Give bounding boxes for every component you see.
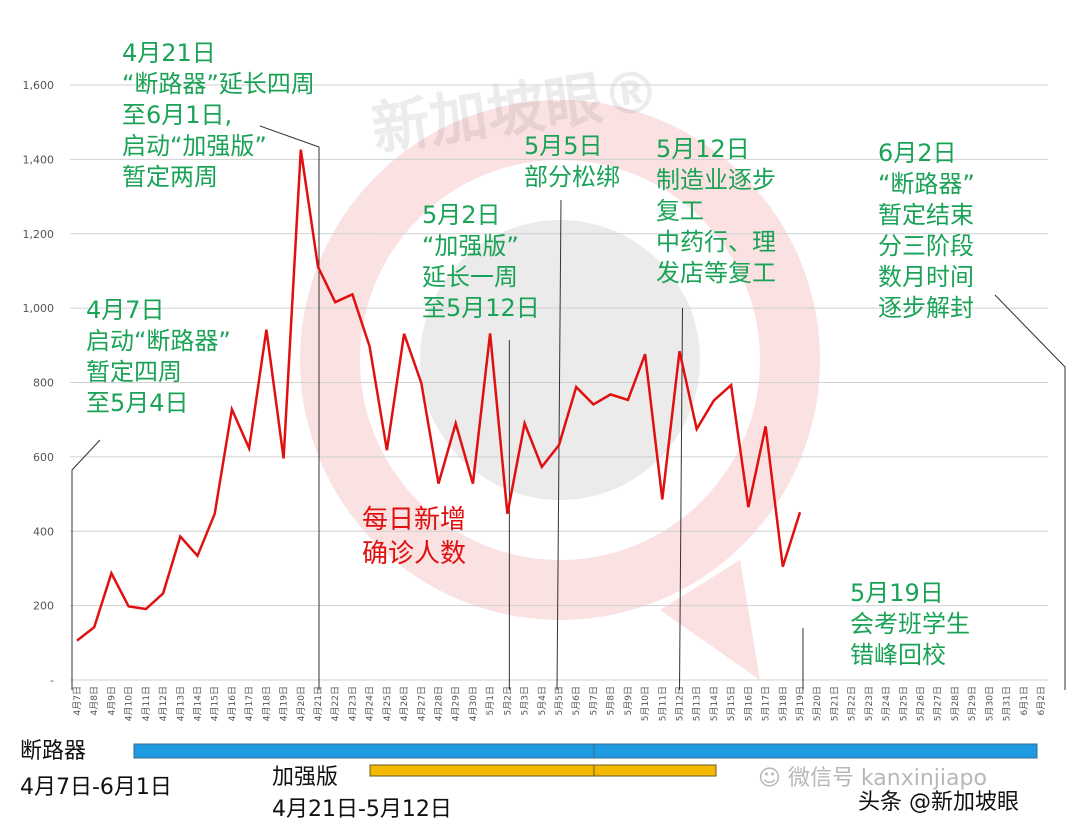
x-tick-label: 5月25日 (898, 686, 909, 721)
x-tick-label: 4月24日 (365, 686, 376, 721)
x-tick-label: 4月9日 (106, 686, 117, 715)
x-tick-label: 5月14日 (709, 686, 720, 721)
x-tick-label: 4月11日 (141, 686, 152, 721)
annotation-may2: 5月2日 “加强版” 延长一周 至5月12日 (422, 201, 540, 322)
x-tick-label: 4月14日 (193, 686, 204, 721)
x-tick-label: 4月30日 (468, 686, 479, 721)
series-label: 每日新增 确诊人数 (362, 505, 467, 569)
x-tick-label: 5月15日 (726, 686, 737, 721)
x-tick-label: 5月22日 (847, 686, 858, 721)
annotation-jun2: 6月2日 “断路器” 暂定结束 分三阶段 数月时间 逐步解封 (878, 139, 975, 322)
x-tick-label: 5月21日 (829, 686, 840, 721)
x-tick-label: 4月27日 (416, 686, 427, 721)
x-tick-label: 5月17日 (761, 686, 772, 721)
x-tick-label: 5月13日 (692, 686, 703, 721)
x-tick-label: 4月25日 (382, 686, 393, 721)
legend-circuit-breaker-name: 断路器 (20, 739, 87, 764)
x-tick-label: 5月29日 (967, 686, 978, 721)
x-tick-label: 4月29日 (451, 686, 462, 721)
x-tick-label: 4月19日 (279, 686, 290, 721)
x-tick-label: 6月2日 (1036, 686, 1047, 715)
y-tick-label: 1,000 (23, 302, 55, 315)
x-tick-label: 5月6日 (571, 686, 582, 715)
circuit-breaker-bar (133, 743, 1038, 759)
x-tick-label: 5月5日 (554, 686, 565, 715)
x-tick-label: 4月12日 (158, 686, 169, 721)
x-tick-label: 5月16日 (743, 686, 754, 721)
y-tick-label: 1,600 (23, 79, 55, 92)
x-tick-label: 4月22日 (330, 686, 341, 721)
x-tick-label: 5月4日 (537, 686, 548, 715)
wechat-id-text: 微信号 kanxinjiapo (787, 766, 987, 791)
x-tick-label: 5月3日 (520, 686, 531, 715)
y-tick-label: 1,200 (23, 228, 55, 241)
y-tick-label: - (50, 674, 54, 687)
x-tick-label: 5月7日 (588, 686, 599, 715)
enhanced-measures-bar (369, 764, 717, 777)
wechat-watermark: ☺ 微信号 kanxinjiapo (758, 760, 987, 792)
y-tick-label: 800 (33, 377, 54, 390)
x-tick-label: 5月2日 (502, 686, 513, 715)
annotation-may5: 5月5日 部分松绑 (524, 132, 620, 191)
x-tick-label: 5月26日 (916, 686, 927, 721)
x-tick-label: 5月12日 (675, 686, 686, 721)
x-tick-label: 4月18日 (261, 686, 272, 721)
annotation-may19: 5月19日 会考班学生 错峰回校 (850, 579, 970, 669)
x-tick-label: 5月18日 (778, 686, 789, 721)
annotation-apr21: 4月21日 “断路器”延长四周 至6月1日, 启动“加强版” 暂定两周 (122, 39, 315, 191)
x-tick-label: 5月11日 (657, 686, 668, 721)
y-axis: - 200 400 600 800 1,000 1,200 1,400 1,600 (23, 79, 55, 687)
x-tick-label: 5月10日 (640, 686, 651, 721)
x-tick-label: 4月15日 (210, 686, 221, 721)
source-credit: 头条 @新加坡眼 (858, 790, 1019, 815)
x-tick-label: 4月28日 (434, 686, 445, 721)
legend-circuit-breaker-range: 4月7日-6月1日 (20, 775, 172, 800)
x-tick-label: 4月8日 (89, 686, 100, 715)
x-tick-label: 5月19日 (795, 686, 806, 721)
x-tick-label: 5月8日 (606, 686, 617, 715)
x-tick-label: 5月1日 (485, 686, 496, 715)
x-tick-label: 4月13日 (175, 686, 186, 721)
annotation-apr7: 4月7日 启动“断路器” 暂定四周 至5月4日 (86, 296, 231, 417)
x-tick-label: 4月17日 (244, 686, 255, 721)
y-tick-label: 1,400 (23, 153, 55, 166)
legend-enhanced-name: 加强版 (272, 765, 339, 790)
y-tick-label: 400 (33, 525, 54, 538)
x-tick-label: 6月1日 (1019, 686, 1030, 715)
legend-enhanced-range: 4月21日-5月12日 (272, 797, 452, 822)
x-tick-label: 4月20日 (296, 686, 307, 721)
x-tick-label: 5月30日 (984, 686, 995, 721)
x-tick-label: 5月27日 (933, 686, 944, 721)
x-tick-label: 4月7日 (72, 686, 83, 715)
x-axis: 4月7日 4月8日 4月9日 4月10日 4月11日 4月12日 4月13日 4月14日 4月1… (72, 686, 1047, 721)
annotation-may12: 5月12日 制造业逐步 复工 中药行、理 发店等复工 (656, 135, 776, 287)
grid-lines (70, 84, 1048, 681)
x-tick-label: 5月28日 (950, 686, 961, 721)
x-tick-label: 5月20日 (812, 686, 823, 721)
x-tick-label: 5月23日 (864, 686, 875, 721)
y-tick-label: 200 (33, 600, 54, 613)
daily-cases-line (76, 149, 802, 642)
x-tick-label: 5月9日 (623, 686, 634, 715)
x-tick-label: 4月10日 (124, 686, 135, 721)
x-tick-label: 4月23日 (347, 686, 358, 721)
x-tick-label: 4月21日 (313, 686, 324, 721)
x-tick-label: 5月31日 (1002, 686, 1013, 721)
x-tick-label: 4月16日 (227, 686, 238, 721)
x-tick-label: 4月26日 (399, 686, 410, 721)
y-tick-label: 600 (33, 451, 54, 464)
x-tick-label: 5月24日 (881, 686, 892, 721)
wechat-icon: ☺ (758, 766, 781, 791)
